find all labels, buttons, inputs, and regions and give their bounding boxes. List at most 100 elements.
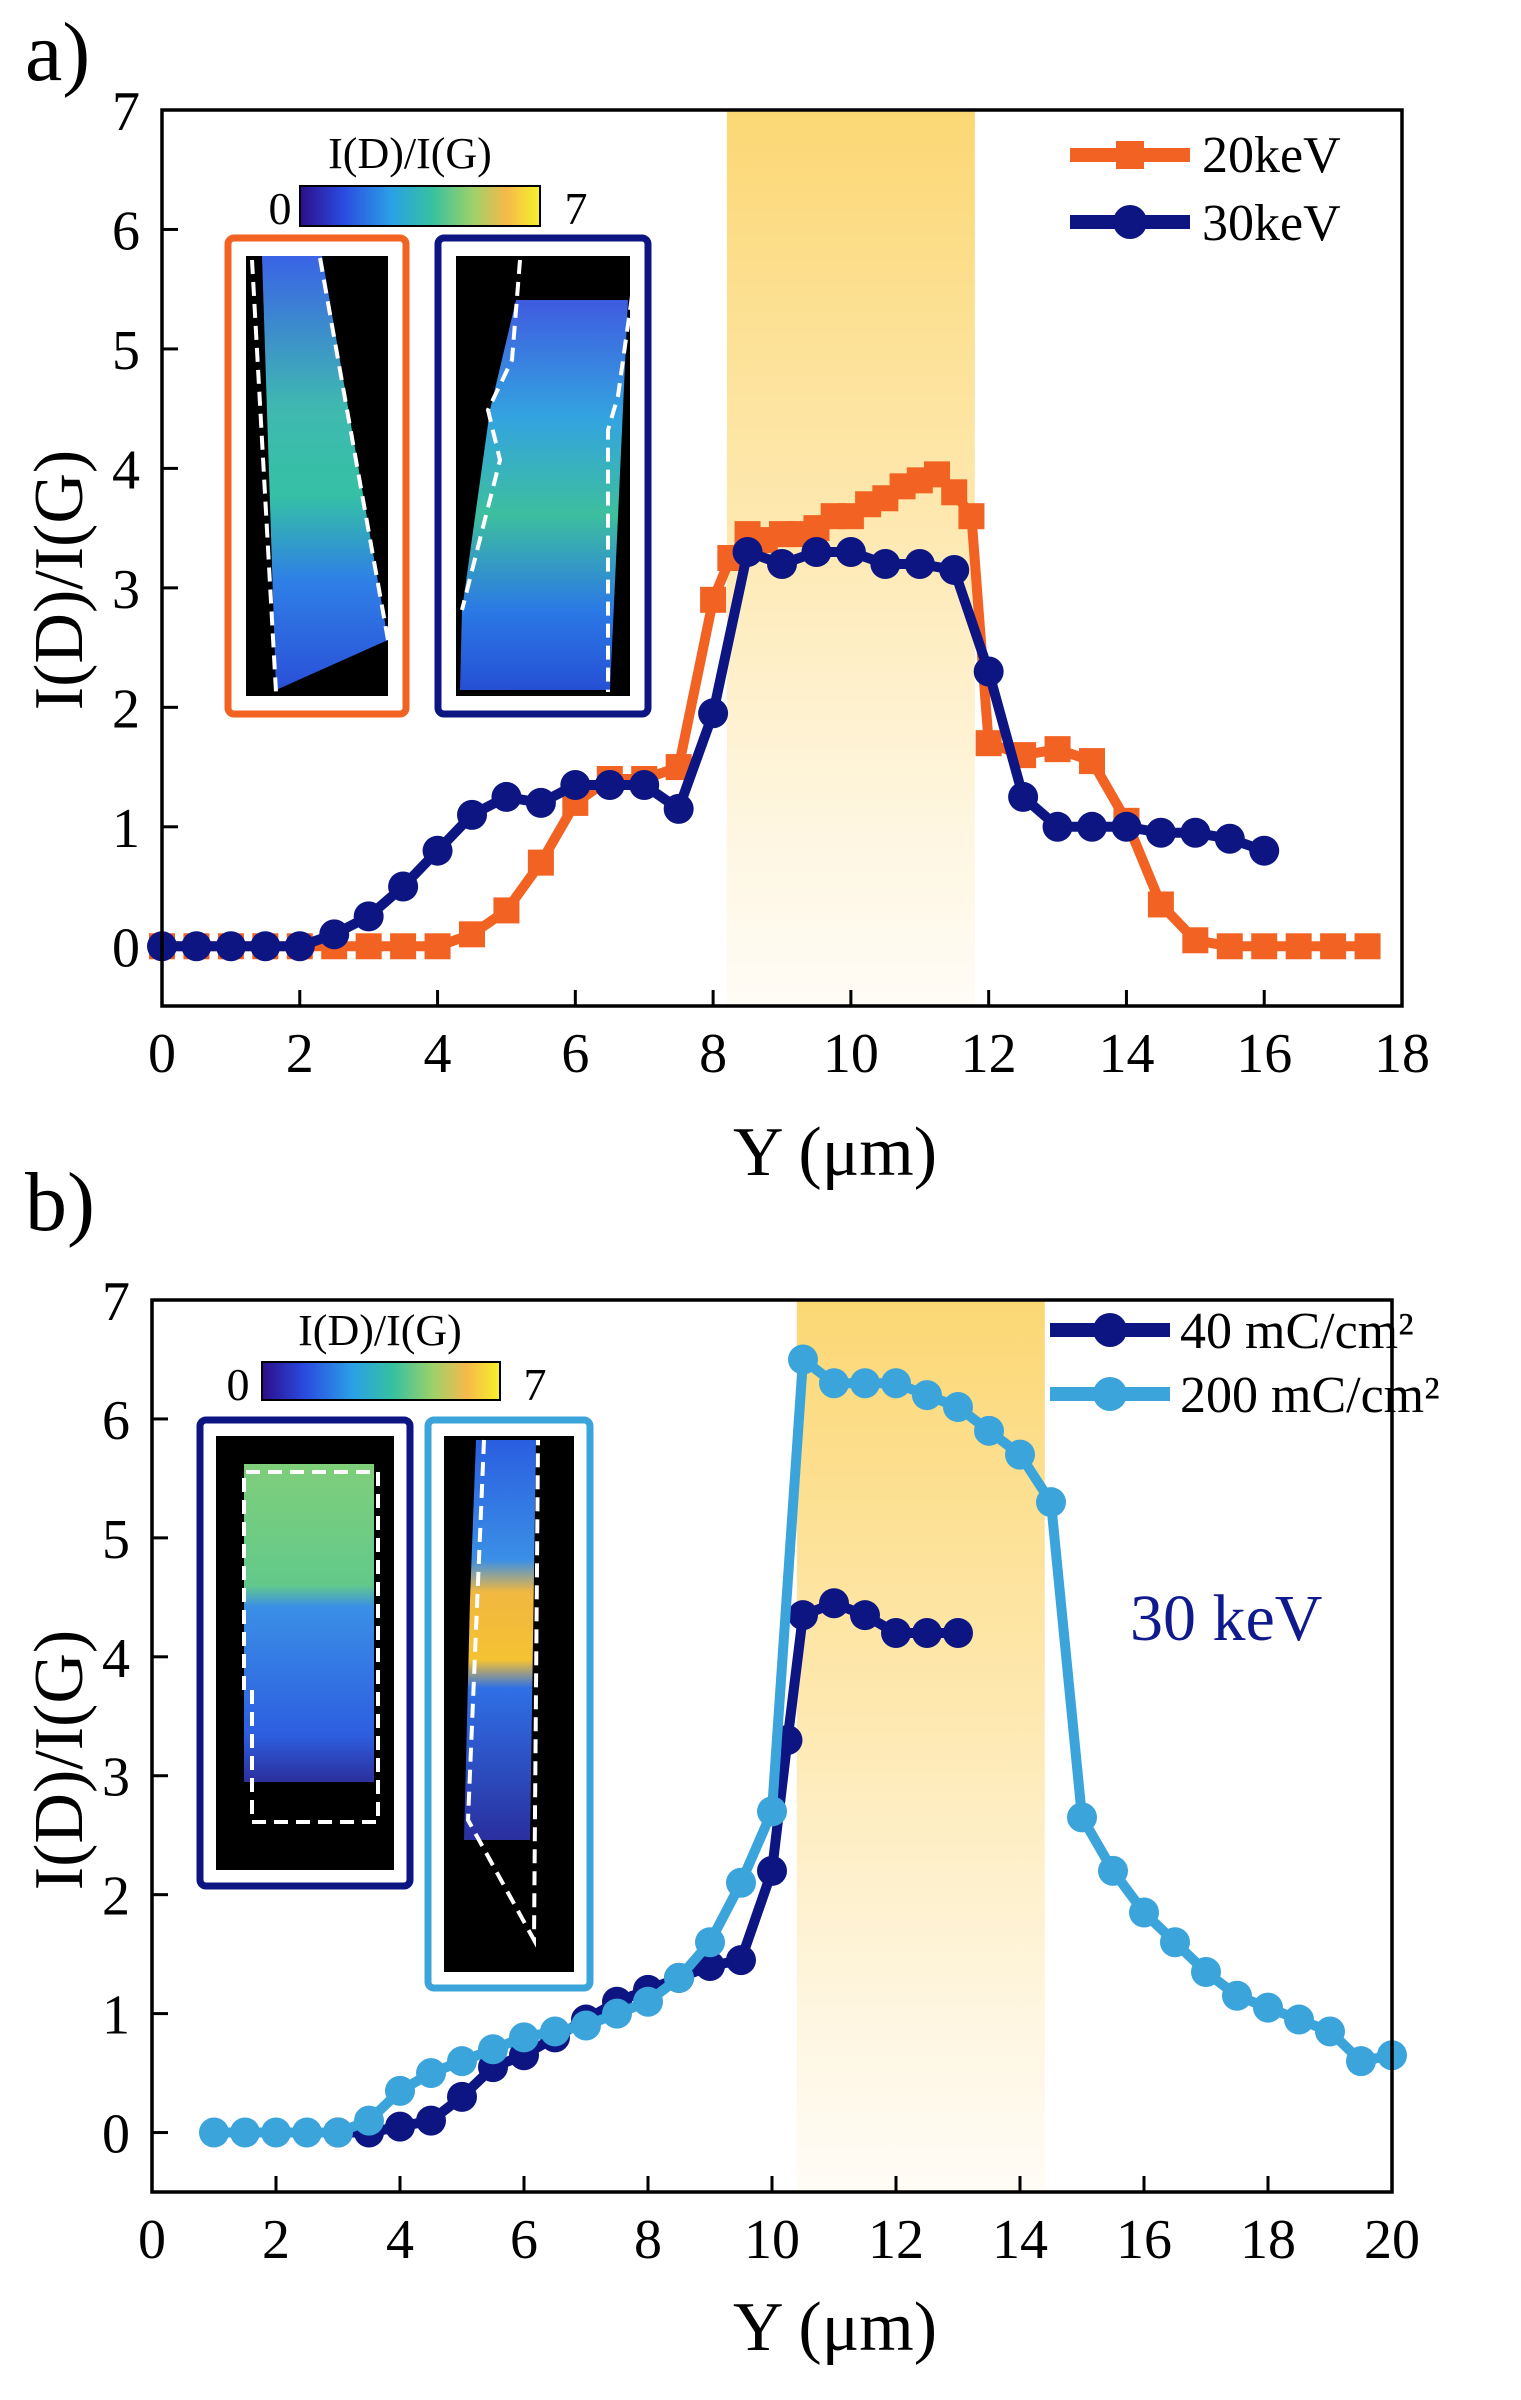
panel-a-series-0-point: [941, 479, 968, 506]
panel-a-series-1-point: [1042, 811, 1073, 842]
panel-b-map-40mc-heatmap: [244, 1464, 374, 1782]
panel-b-series-0-point: [943, 1618, 973, 1649]
panel-b-series-0-point: [850, 1600, 880, 1631]
panel-b-y-tick-label: 4: [102, 1628, 130, 1690]
panel-b-series-1-point: [1253, 1992, 1283, 2023]
panel-b-series-1-point: [1191, 1956, 1221, 1987]
panel-b-series-1-point: [230, 2117, 260, 2148]
panel-a-series-1-point: [904, 548, 935, 579]
panel-a-series-0-point: [1320, 933, 1347, 960]
panel-a-series-1-point: [767, 548, 797, 579]
panel-a-series-1-point: [594, 769, 625, 800]
panel-b-series-1-point: [354, 2105, 384, 2136]
panel-b-series-1-point: [1067, 1802, 1097, 1833]
panel-a-series-1-point: [250, 931, 281, 962]
panel-a-series-1-point: [491, 781, 522, 812]
panel-a-series-1-point: [1111, 811, 1142, 842]
panel-b-y-tick-label: 5: [102, 1509, 130, 1571]
panel-a-series-0-point: [1285, 933, 1312, 960]
panel-a-series-1-point: [215, 931, 246, 962]
panel-b-series-1-point: [478, 2034, 508, 2065]
panel-b-series-1-point: [881, 1368, 911, 1399]
panel-a-series: [147, 461, 1381, 962]
panel-b-series-1-point: [726, 1867, 756, 1898]
panel-a-map-20kev-heatmap: [262, 256, 388, 690]
panel-a-series-1-point: [663, 793, 694, 824]
panel-a-series-1-point: [560, 769, 591, 800]
panel-a-series-1-point: [801, 537, 832, 568]
panel-a-map-30kev: [434, 234, 652, 718]
panel-a-legend-marker-30kev: [1113, 205, 1147, 239]
panel-a-colorbar-max: 7: [565, 183, 588, 234]
panel-a-series-1-point: [422, 835, 453, 866]
panel-a-y-tick-label: 5: [112, 320, 140, 382]
panel-b-x-axis-title: Y (μm): [733, 2289, 937, 2366]
panel-b-y-tick-label: 3: [102, 1747, 130, 1809]
panel-b-map-40mc: [196, 1416, 414, 1890]
panel-a-x-tick-label: 2: [286, 1023, 314, 1085]
panel-b-series-1-point: [602, 1998, 632, 2029]
panel-a-series-1-point: [525, 787, 556, 818]
panel-a-series-0-point: [1147, 891, 1174, 918]
panel-a-x-tick-label: 18: [1374, 1023, 1430, 1085]
panel-a-series-1-point: [1077, 811, 1107, 842]
panel-b-series-0-point: [788, 1600, 818, 1631]
panel-b-series-1-point: [788, 1344, 818, 1375]
panel-b-inset: I(D)/I(G) 0 7: [196, 1306, 594, 1992]
panel-a-y-axis-title: I(D)/I(G): [21, 450, 98, 710]
panel-a-y-tick-label: 0: [112, 917, 140, 979]
panel-a-x-tick-label: 0: [148, 1023, 176, 1085]
panel-a-y-tick-label: 1: [112, 798, 140, 860]
panel-a-legend: 20keV 30keV: [1070, 127, 1341, 252]
panel-a-series-1-point: [388, 871, 419, 902]
panel-b-series-1-point: [912, 1380, 942, 1411]
panel-b-series-1-point: [540, 2016, 570, 2047]
panel-a-series-0-point: [958, 503, 985, 530]
panel-a-y-tick-label: 7: [112, 81, 140, 143]
panel-b-x-tick-label: 0: [138, 2209, 166, 2271]
panel-b-series-0-point: [757, 1855, 787, 1886]
panel-a-series-1-point: [939, 554, 970, 585]
panel-a-map-20kev: [224, 234, 410, 718]
panel-a-legend-label-20kev: 20keV: [1202, 127, 1341, 184]
panel-b-series-1-point: [1098, 1855, 1128, 1886]
panel-b-series-1-point: [757, 1796, 787, 1827]
panel-a-y-tick-label: 4: [112, 439, 140, 501]
panel-b-label: b): [25, 1156, 95, 1249]
panel-a-map-30kev-edge-left: [460, 259, 522, 611]
panel-a-series-0-point: [1251, 933, 1278, 960]
panel-b-x-tick-label: 18: [1240, 2209, 1296, 2271]
panel-a-series-1-point: [835, 537, 866, 568]
panel-b-x-tick-label: 8: [634, 2209, 662, 2271]
panel-a-series-1-point: [973, 656, 1004, 687]
panel-b-legend-marker-40mc: [1093, 1313, 1127, 1347]
panel-b-series-0-point: [695, 1951, 725, 1982]
panel-a-series-1-point: [319, 919, 350, 950]
panel-b-series-1-point: [1129, 1897, 1159, 1928]
panel-a-y-tick-label: 2: [112, 678, 140, 740]
panel-b-series-0-point: [819, 1588, 849, 1619]
panel-b-series-1-point: [385, 2075, 415, 2106]
panel-b-series-1-point: [633, 1986, 663, 2017]
panel-a-series-0-point: [1216, 933, 1243, 960]
panel-b-series-0-point: [881, 1618, 911, 1649]
panel-b-y-axis-title: I(D)/I(G): [21, 1630, 98, 1890]
panel-b-series-0-point: [912, 1618, 942, 1649]
panel-a-series-1-point: [284, 931, 315, 962]
panel-b-series-1-point: [1346, 2046, 1376, 2077]
panel-a-series-0-point: [1079, 748, 1105, 775]
panel-a-colorbar-min: 0: [269, 183, 292, 234]
panel-a-map-20kev-edge-left: [250, 259, 278, 693]
panel-a-series-1-point: [732, 537, 763, 568]
panel-b-series-1-point: [1005, 1439, 1035, 1470]
panel-b-legend: 40 mC/cm² 200 mC/cm²: [1050, 1303, 1440, 1424]
panel-b-colorbar-min: 0: [227, 1359, 250, 1410]
panel-a-series-0-point: [1354, 933, 1381, 960]
panel-b-legend-marker-200mc: [1093, 1377, 1127, 1411]
panel-a-x-tick-label: 6: [561, 1023, 589, 1085]
panel-b-y-tick-label: 7: [102, 1271, 130, 1333]
panel-b-series-0-point: [447, 2081, 477, 2112]
panel-b-y-tick-label: 6: [102, 1390, 130, 1452]
